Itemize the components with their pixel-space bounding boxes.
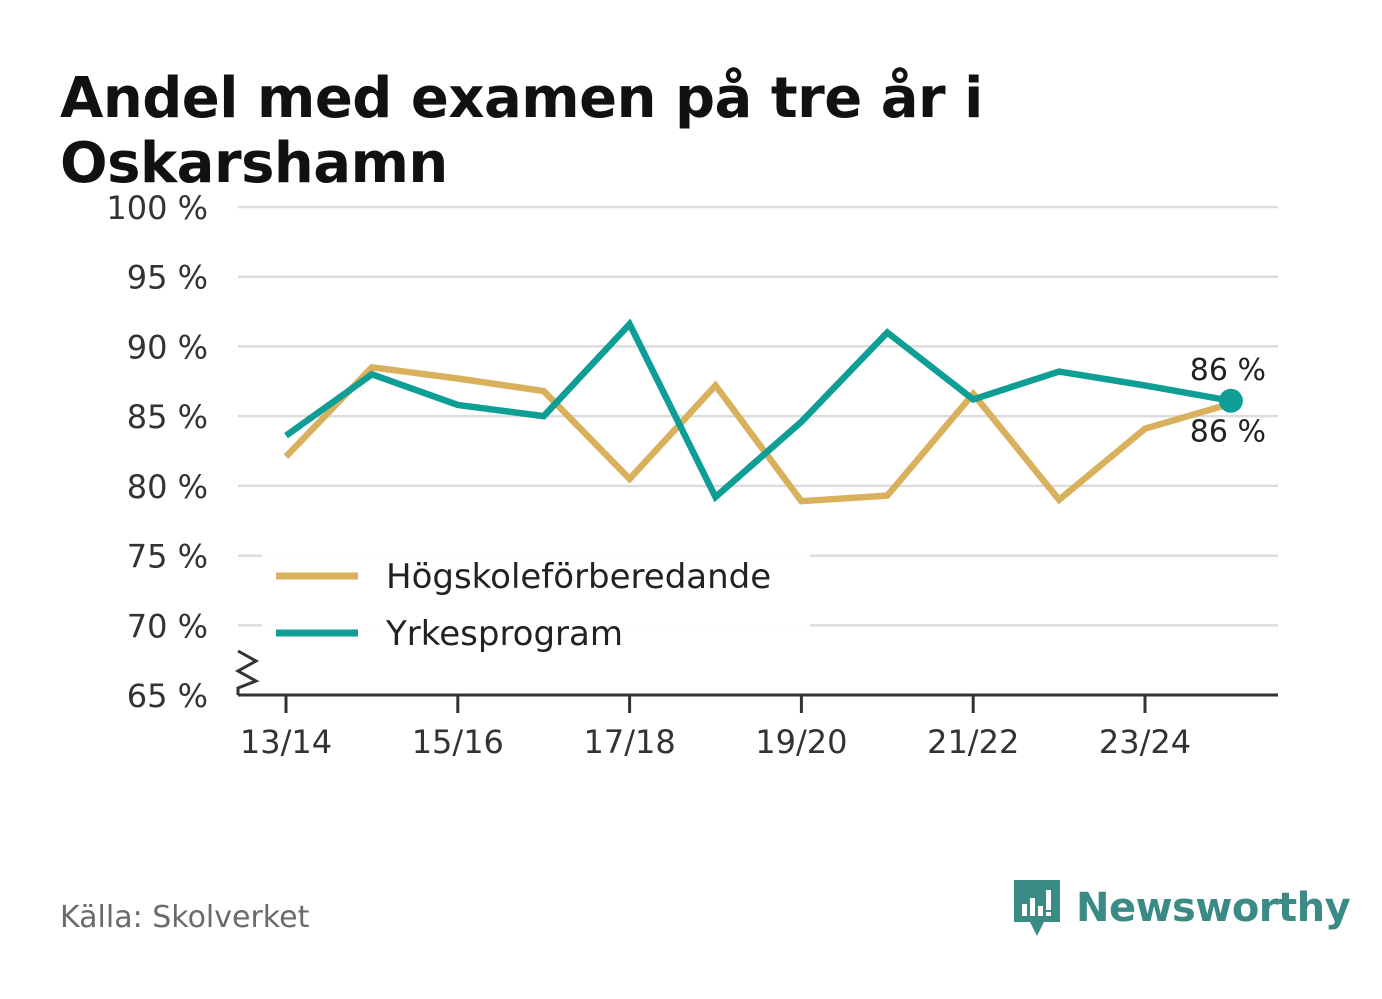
y-tick-label: 75 % (127, 538, 208, 576)
end-label-yrkesprogram: 86 % (1190, 353, 1266, 388)
newsworthy-logo-icon (1014, 880, 1060, 936)
legend: Högskoleförberedande Yrkesprogram (262, 548, 810, 654)
x-axis: 13/14 15/16 17/18 19/20 21/22 23/24 (234, 649, 1278, 761)
series-line-hogskoleforberedande (283, 363, 1232, 505)
x-tick-label: 17/18 (583, 723, 675, 761)
x-tick-label: 23/24 (1099, 723, 1191, 761)
end-point-marker (1218, 388, 1243, 413)
x-tick-label: 19/20 (755, 723, 847, 761)
brand-logo: Newsworthy (1010, 878, 1351, 938)
y-tick-label: 65 % (127, 677, 208, 715)
legend-label: Yrkesprogram (385, 614, 623, 654)
legend-label: Högskoleförberedande (386, 557, 771, 597)
y-tick-label: 90 % (127, 328, 208, 366)
end-labels: 86 % 86 % (1190, 353, 1266, 450)
x-tick-label: 13/14 (240, 723, 332, 761)
axis-break-icon (234, 649, 260, 695)
x-tick-label: 21/22 (927, 723, 1019, 761)
y-tick-label: 80 % (127, 468, 208, 506)
x-tick-label: 15/16 (412, 723, 504, 761)
series-line-yrkesprogram (284, 318, 1232, 503)
line-chart: 65 %70 %75 %80 %85 %90 %95 %100 % 13/14 1… (106, 189, 1278, 761)
y-axis-tick-labels: 65 % 70 % 75 % 80 % 85 % 90 % 95 % 100 % (106, 189, 208, 715)
y-tick-label: 100 % (106, 189, 208, 227)
end-label-hogskoleforberedande: 86 % (1190, 415, 1266, 450)
source-note: Källa: Skolverket (60, 900, 310, 935)
y-tick-label: 85 % (127, 398, 208, 436)
chart-title: Andel med examen på tre år i Oskarshamn (60, 66, 983, 196)
y-tick-label: 95 % (127, 259, 208, 297)
legend-background (262, 548, 810, 630)
brand-name: Newsworthy (1076, 885, 1351, 931)
y-tick-label: 70 % (127, 607, 208, 645)
series-lines (283, 318, 1232, 505)
